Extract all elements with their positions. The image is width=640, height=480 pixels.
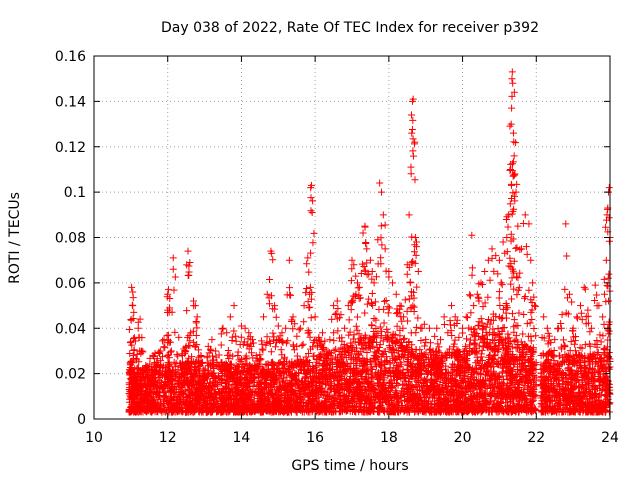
- data-point: [390, 346, 398, 354]
- data-point: [146, 354, 154, 362]
- data-point: [255, 360, 263, 368]
- data-point: [208, 352, 216, 360]
- data-points: [125, 68, 614, 416]
- data-point: [481, 299, 489, 307]
- data-point: [393, 322, 401, 330]
- data-point: [394, 381, 402, 389]
- data-point: [217, 341, 225, 349]
- data-point: [385, 304, 393, 312]
- data-point: [548, 352, 556, 360]
- data-point: [420, 320, 428, 328]
- data-point: [366, 334, 374, 342]
- data-point: [499, 324, 507, 332]
- data-point: [555, 380, 563, 388]
- chart-title: Day 038 of 2022, Rate Of TEC Index for r…: [161, 20, 539, 36]
- data-point: [505, 334, 513, 342]
- data-point: [449, 360, 457, 368]
- data-point: [277, 346, 285, 354]
- data-point: [591, 397, 599, 405]
- data-point: [371, 348, 379, 356]
- data-point: [293, 332, 301, 340]
- data-point: [337, 344, 345, 352]
- data-point: [391, 389, 399, 397]
- data-point: [421, 358, 429, 366]
- data-point: [309, 352, 317, 360]
- data-point: [478, 346, 486, 354]
- grid-lines: [94, 56, 610, 419]
- data-point: [512, 344, 520, 352]
- data-point: [173, 350, 181, 358]
- data-point: [370, 333, 378, 341]
- data-point: [498, 340, 506, 348]
- data-point: [257, 355, 265, 363]
- data-point: [375, 344, 383, 352]
- data-point: [417, 336, 425, 344]
- data-point: [298, 342, 306, 350]
- data-point: [126, 350, 134, 358]
- data-point: [334, 327, 342, 335]
- data-point: [421, 342, 429, 350]
